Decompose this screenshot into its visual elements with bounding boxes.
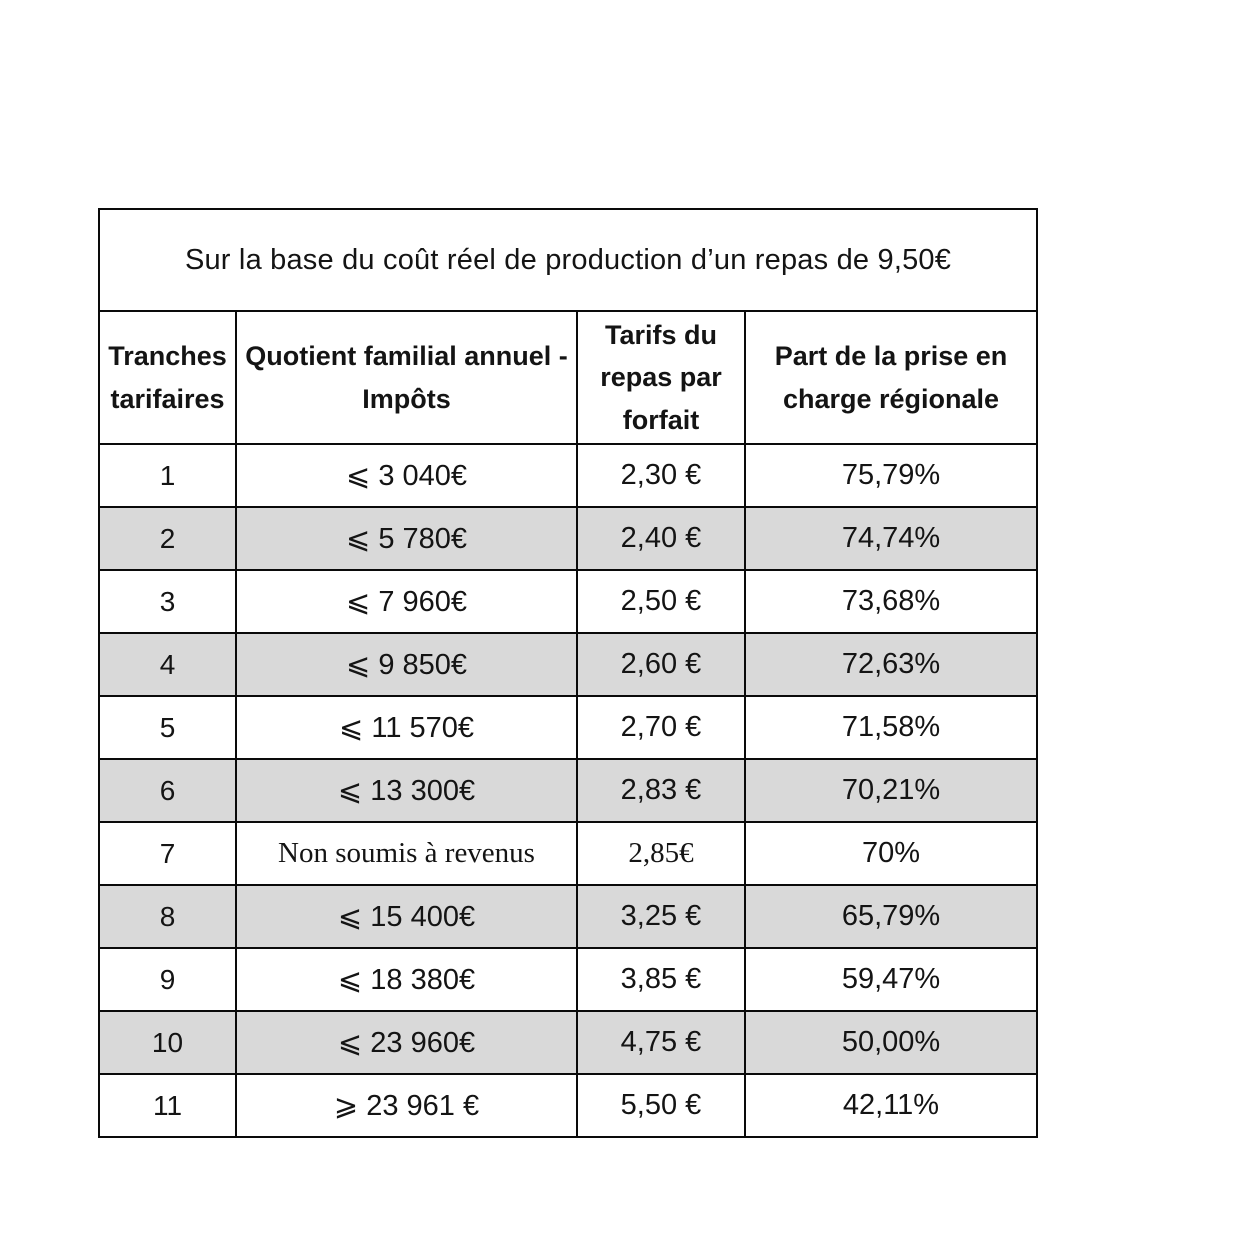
- cell-tarif: 2,85€: [576, 821, 746, 886]
- table-row: 9 ⩽ 18 380€ 3,85 € 59,47%: [98, 947, 1038, 1012]
- table-row: 7 Non soumis à revenus 2,85€ 70%: [98, 821, 1038, 886]
- cell-tranche: 2: [98, 506, 237, 571]
- cell-part: 70,21%: [744, 758, 1038, 823]
- cell-tranche: 10: [98, 1010, 237, 1075]
- cell-tranche: 8: [98, 884, 237, 949]
- table-row: 6 ⩽ 13 300€ 2,83 € 70,21%: [98, 758, 1038, 823]
- cell-tranche: 11: [98, 1073, 237, 1138]
- cell-tarif: 2,60 €: [576, 632, 746, 697]
- cell-tranche: 9: [98, 947, 237, 1012]
- cell-tranche: 6: [98, 758, 237, 823]
- cell-quotient: ⩽ 18 380€: [235, 947, 578, 1012]
- cell-part: 42,11%: [744, 1073, 1038, 1138]
- table-row: 10 ⩽ 23 960€ 4,75 € 50,00%: [98, 1010, 1038, 1075]
- col-header-quotient: Quotient familial annuel - Impôts: [235, 310, 578, 445]
- cell-part: 50,00%: [744, 1010, 1038, 1075]
- cell-part: 70%: [744, 821, 1038, 886]
- cell-quotient: ⩽ 23 960€: [235, 1010, 578, 1075]
- table-row: 2 ⩽ 5 780€ 2,40 € 74,74%: [98, 506, 1038, 571]
- table-title: Sur la base du coût réel de production d…: [98, 208, 1038, 312]
- cell-tarif: 2,30 €: [576, 443, 746, 508]
- cell-tarif: 2,40 €: [576, 506, 746, 571]
- table-row: 11 ⩾ 23 961 € 5,50 € 42,11%: [98, 1073, 1038, 1138]
- table-row: 3 ⩽ 7 960€ 2,50 € 73,68%: [98, 569, 1038, 634]
- col-header-tarifs: Tarifs du repas par forfait: [576, 310, 746, 445]
- cell-tarif: 2,50 €: [576, 569, 746, 634]
- table-row: 5 ⩽ 11 570€ 2,70 € 71,58%: [98, 695, 1038, 760]
- cell-quotient: ⩽ 7 960€: [235, 569, 578, 634]
- cell-quotient: ⩽ 15 400€: [235, 884, 578, 949]
- cell-part: 72,63%: [744, 632, 1038, 697]
- cell-part: 59,47%: [744, 947, 1038, 1012]
- cell-part: 71,58%: [744, 695, 1038, 760]
- cell-part: 74,74%: [744, 506, 1038, 571]
- cell-tranche: 4: [98, 632, 237, 697]
- cell-tranche: 1: [98, 443, 237, 508]
- col-header-tranches: Tranches tarifaires: [98, 310, 237, 445]
- table-row: 4 ⩽ 9 850€ 2,60 € 72,63%: [98, 632, 1038, 697]
- cell-quotient: Non soumis à revenus: [235, 821, 578, 886]
- cell-quotient: ⩽ 5 780€: [235, 506, 578, 571]
- cell-tarif: 3,25 €: [576, 884, 746, 949]
- cell-quotient: ⩽ 9 850€: [235, 632, 578, 697]
- col-header-part: Part de la prise en charge régionale: [744, 310, 1038, 445]
- cell-tranche: 7: [98, 821, 237, 886]
- cell-part: 65,79%: [744, 884, 1038, 949]
- cell-tranche: 3: [98, 569, 237, 634]
- meal-tariff-table: Sur la base du coût réel de production d…: [98, 208, 1038, 1138]
- cell-quotient: ⩽ 11 570€: [235, 695, 578, 760]
- table-row: 8 ⩽ 15 400€ 3,25 € 65,79%: [98, 884, 1038, 949]
- cell-part: 73,68%: [744, 569, 1038, 634]
- table-title-row: Sur la base du coût réel de production d…: [98, 208, 1038, 312]
- cell-tarif: 2,83 €: [576, 758, 746, 823]
- cell-tranche: 5: [98, 695, 237, 760]
- cell-tarif: 3,85 €: [576, 947, 746, 1012]
- cell-quotient: ⩾ 23 961 €: [235, 1073, 578, 1138]
- table-row: 1 ⩽ 3 040€ 2,30 € 75,79%: [98, 443, 1038, 508]
- cell-part: 75,79%: [744, 443, 1038, 508]
- cell-tarif: 2,70 €: [576, 695, 746, 760]
- cell-quotient: ⩽ 13 300€: [235, 758, 578, 823]
- cell-tarif: 5,50 €: [576, 1073, 746, 1138]
- table-header-row: Tranches tarifaires Quotient familial an…: [98, 310, 1038, 445]
- cell-quotient: ⩽ 3 040€: [235, 443, 578, 508]
- cell-tarif: 4,75 €: [576, 1010, 746, 1075]
